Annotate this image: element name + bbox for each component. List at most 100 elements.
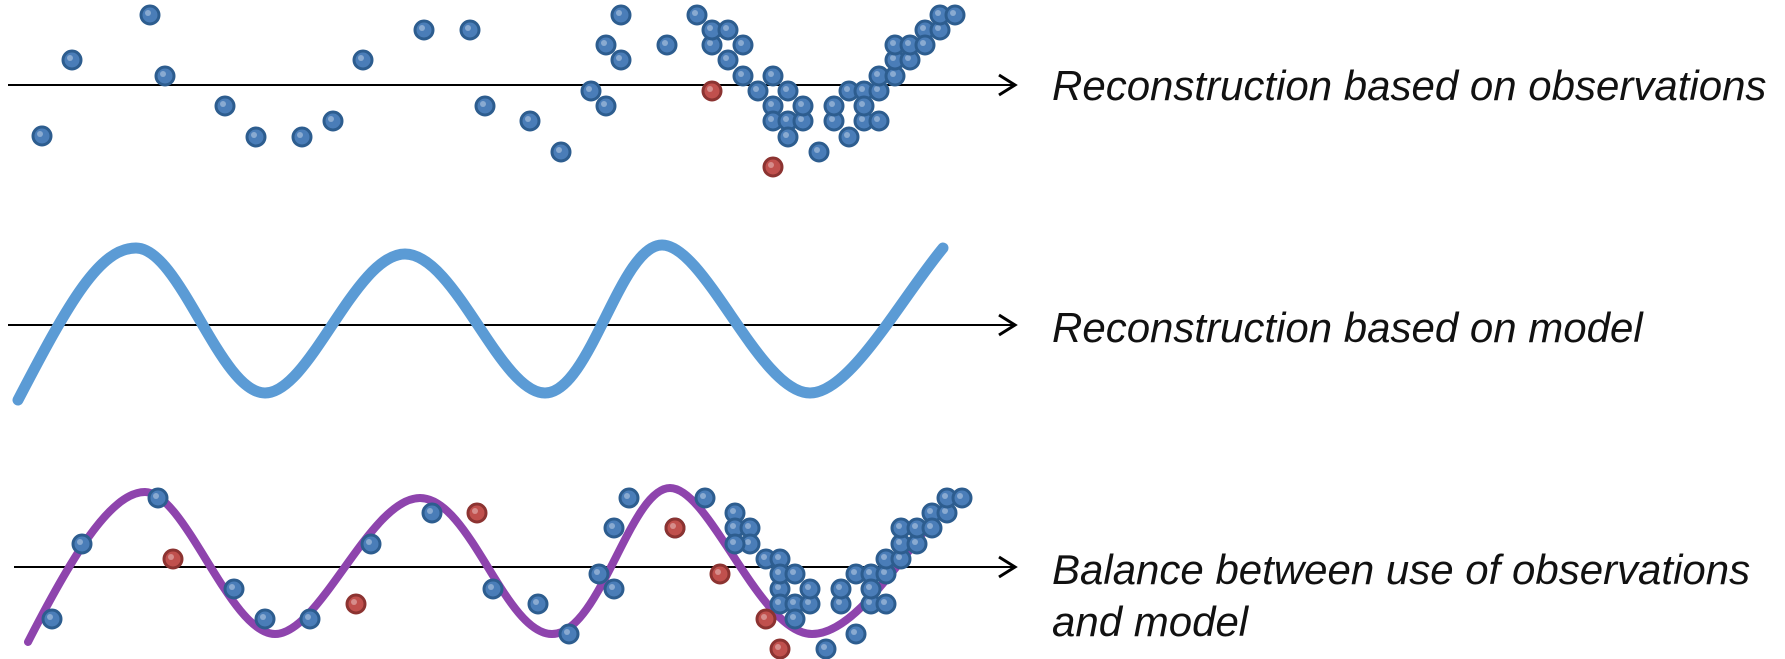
point-highlight-r3-1 <box>77 539 83 545</box>
observation-point-r1-19 <box>686 4 708 26</box>
point-highlight-r1-17 <box>616 10 622 16</box>
observation-point-r1-14 <box>580 80 602 102</box>
point-highlight-r1-4 <box>220 101 226 107</box>
point-highlight-r1-54 <box>935 25 941 31</box>
observation-point-r1-38 <box>823 95 845 117</box>
point-highlight-r1-20 <box>662 40 668 46</box>
observation-point-r3-35 <box>845 623 867 645</box>
observation-point-r3-41 <box>875 593 897 615</box>
point-highlight-r1-8 <box>358 55 364 61</box>
point-highlight-r1-47 <box>890 71 896 77</box>
observation-point-r1-24 <box>732 34 754 56</box>
observation-point-r3-32 <box>815 638 837 659</box>
point-highlight-r1-48 <box>890 55 896 61</box>
point-highlight-r3-25 <box>775 569 781 575</box>
point-highlight-r3-15 <box>700 493 706 499</box>
point-highlight-r3-8 <box>488 584 494 590</box>
observation-point-r1-15 <box>595 95 617 117</box>
observation-point-r1-35 <box>792 95 814 117</box>
observation-point-r3-1 <box>71 533 93 555</box>
outlier-point-r3-55 <box>466 502 488 524</box>
point-highlight-r1-33 <box>798 116 804 122</box>
observation-point-r1-45 <box>868 110 890 132</box>
point-highlight-r3-30 <box>790 614 796 620</box>
point-highlight-r1-12 <box>525 116 531 122</box>
observation-point-r1-25 <box>717 49 739 71</box>
observation-point-r3-12 <box>603 578 625 600</box>
observation-point-r1-0 <box>31 125 53 147</box>
axis-arrowhead-2 <box>998 313 1018 337</box>
point-highlight-r3-10 <box>564 629 570 635</box>
point-highlight-r1-46 <box>874 71 880 77</box>
observation-point-r3-9 <box>527 593 549 615</box>
point-highlight-r1-10 <box>465 25 471 31</box>
observation-point-r1-23 <box>717 19 739 41</box>
model-curve <box>12 239 949 406</box>
observation-point-r1-36 <box>808 141 830 163</box>
observation-point-r1-4 <box>214 95 236 117</box>
point-highlight-r3-33 <box>836 599 842 605</box>
point-highlight-r3-24 <box>775 584 781 590</box>
point-highlight-r1-18 <box>616 55 622 61</box>
outlier-point-r3-54 <box>345 593 367 615</box>
point-highlight-r1-52 <box>920 25 926 31</box>
observation-point-r3-11 <box>588 563 610 585</box>
observation-point-r1-16 <box>595 34 617 56</box>
point-highlight-r3-28 <box>790 599 796 605</box>
outlier-point-r1-58 <box>762 156 784 178</box>
point-highlight-r1-43 <box>859 101 865 107</box>
point-highlight-r1-13 <box>556 147 562 153</box>
point-highlight-r1-38 <box>829 101 835 107</box>
point-highlight-r1-1 <box>67 55 73 61</box>
point-highlight-r3-6 <box>366 539 372 545</box>
point-highlight-r3-3 <box>229 584 235 590</box>
point-highlight-r3-45 <box>912 539 918 545</box>
point-highlight-r1-32 <box>783 116 789 122</box>
observation-point-r3-10 <box>558 623 580 645</box>
point-highlight-r1-58 <box>768 162 774 168</box>
point-highlight-r3-44 <box>896 539 902 545</box>
point-highlight-r3-26 <box>790 569 796 575</box>
observation-point-r1-2 <box>139 4 161 26</box>
point-highlight-r1-55 <box>935 10 941 16</box>
outlier-point-r3-59 <box>769 638 791 659</box>
observation-point-r1-20 <box>656 34 678 56</box>
point-highlight-r3-12 <box>609 584 615 590</box>
point-highlight-r1-39 <box>844 132 850 138</box>
point-highlight-r1-14 <box>586 86 592 92</box>
observation-point-r3-6 <box>360 533 382 555</box>
observation-point-r1-56 <box>944 4 966 26</box>
point-highlight-r3-7 <box>427 508 433 514</box>
observation-point-r3-5 <box>299 608 321 630</box>
point-highlight-r3-0 <box>47 614 53 620</box>
point-highlight-r3-34 <box>836 584 842 590</box>
observation-point-r1-7 <box>322 110 344 132</box>
point-highlight-r3-59 <box>775 644 781 650</box>
point-highlight-r3-40 <box>881 569 887 575</box>
point-highlight-r3-20 <box>745 539 751 545</box>
observation-point-r1-13 <box>550 141 572 163</box>
outlier-point-r3-58 <box>755 608 777 630</box>
observation-point-r3-21 <box>724 533 746 555</box>
point-highlight-r1-16 <box>601 40 607 46</box>
point-highlight-r3-57 <box>715 569 721 575</box>
label-observations: Reconstruction based on observations <box>1052 62 1767 109</box>
observation-point-r3-26 <box>784 563 806 585</box>
point-highlight-r3-32 <box>821 644 827 650</box>
point-highlight-r3-51 <box>942 493 948 499</box>
point-highlight-r3-36 <box>866 599 872 605</box>
observation-point-r1-10 <box>459 19 481 41</box>
point-highlight-r1-15 <box>601 101 607 107</box>
point-highlight-r3-4 <box>260 614 266 620</box>
observation-point-r3-4 <box>254 608 276 630</box>
outlier-point-r3-56 <box>664 517 686 539</box>
point-highlight-r3-14 <box>624 493 630 499</box>
axis-arrowhead-3 <box>998 555 1018 579</box>
point-highlight-r3-47 <box>912 523 918 529</box>
observation-point-r1-39 <box>838 126 860 148</box>
point-highlight-r1-40 <box>859 116 865 122</box>
point-highlight-r3-29 <box>805 599 811 605</box>
axis-arrowhead-1 <box>998 73 1018 97</box>
observation-point-r3-30 <box>784 608 806 630</box>
observation-point-r1-12 <box>519 110 541 132</box>
